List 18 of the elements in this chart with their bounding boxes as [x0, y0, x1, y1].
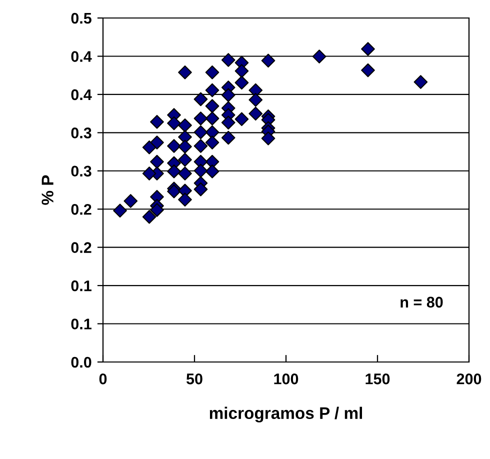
y-tick-label: 0.4: [71, 51, 92, 62]
x-tick-label: 50: [186, 374, 202, 384]
y-tick-label: 0.5: [71, 12, 92, 24]
y-tick-label: 0.1: [71, 318, 92, 330]
x-tick-label: 200: [456, 374, 482, 384]
annotation: n = 80: [400, 296, 443, 308]
x-tick-label: 100: [274, 374, 298, 384]
y-tick-label: 0.4: [71, 89, 92, 100]
y-tick-label: 0.3: [71, 128, 92, 138]
x-axis-title: microgramos P / ml: [210, 406, 362, 422]
y-tick-label: 0.3: [71, 166, 92, 177]
x-tick-label: 150: [366, 374, 390, 384]
x-tick-label: 0: [99, 374, 107, 384]
y-tick-label: 0.2: [71, 242, 92, 253]
y-tick-label: 0.2: [71, 204, 92, 215]
y-axis-title: % P: [42, 175, 54, 205]
y-tick-label: 0.1: [71, 280, 92, 292]
y-tick-label: 0.0: [71, 356, 92, 368]
